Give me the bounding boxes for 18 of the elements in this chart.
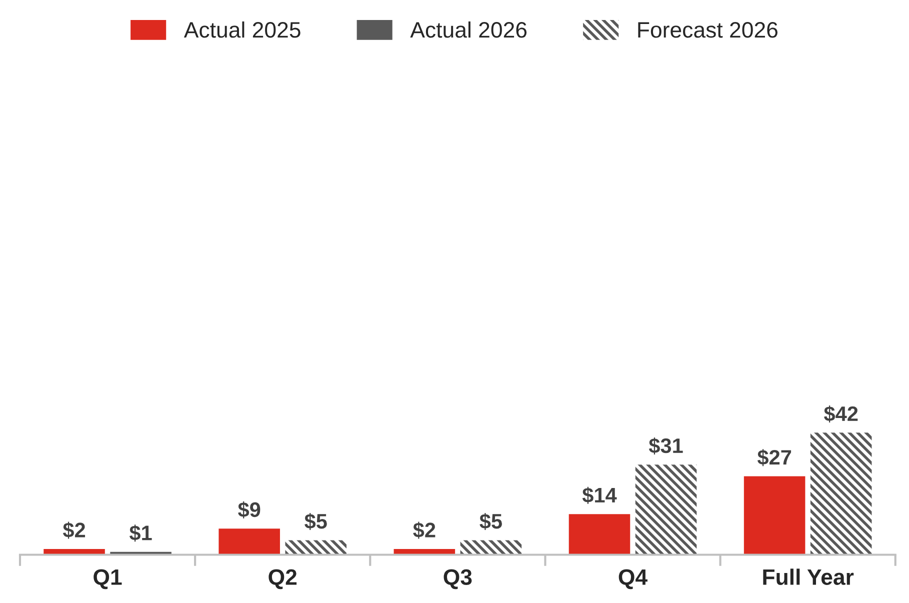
- legend-label: Actual 2025: [184, 21, 300, 38]
- data-label: $1: [129, 524, 152, 542]
- x-tick-label: Q2: [268, 569, 297, 590]
- legend-label: Forecast 2026: [638, 22, 778, 38]
- data-label: $9: [238, 501, 260, 518]
- x-tick-label: Full Year: [763, 568, 854, 585]
- legend-label: Actual 2026: [410, 21, 527, 38]
- data-label: $5: [480, 513, 502, 530]
- x-tick-label: Q3: [444, 569, 472, 590]
- data-label: $31: [648, 437, 683, 454]
- data-label: $2: [413, 522, 436, 539]
- data-label: $27: [757, 449, 792, 466]
- data-label: $14: [582, 486, 617, 504]
- data-label: $5: [304, 513, 327, 530]
- data-label: $42: [824, 405, 858, 422]
- x-tick-label: Q4: [618, 569, 648, 590]
- data-label: $2: [62, 522, 86, 539]
- x-tick-label: Q1: [94, 569, 122, 590]
